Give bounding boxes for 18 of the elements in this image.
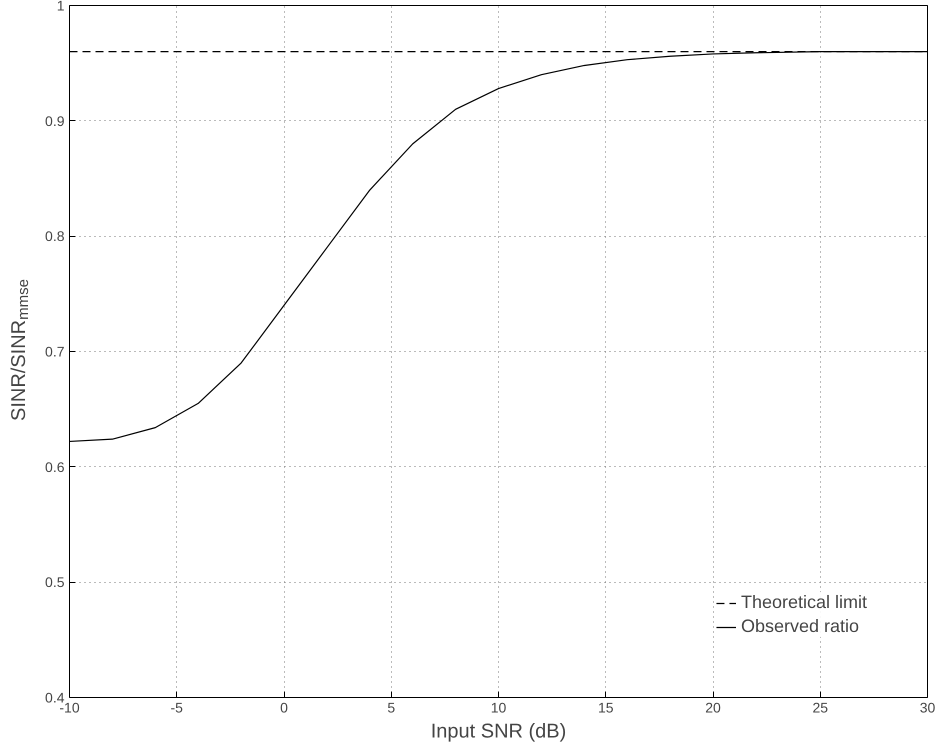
y-tick-label: 0.9 (45, 112, 65, 129)
x-tick-label: 25 (812, 700, 828, 716)
x-tick-label: 10 (490, 700, 506, 716)
legend-label: Observed ratio (740, 616, 860, 637)
legend-label: Theoretical limit (740, 592, 867, 613)
y-tick-label: 0.8 (45, 228, 65, 244)
x-tick-label: -5 (170, 700, 184, 716)
x-axis-title: Input SNR (dB) (430, 720, 566, 742)
y-tick-label: 1 (56, 0, 65, 14)
y-tick-label: 0.4 (45, 690, 65, 706)
y-tick-label: 0.7 (45, 344, 65, 360)
y-tick-label: 0.5 (45, 574, 65, 590)
x-tick-label: 0 (280, 700, 288, 716)
x-tick-label: 20 (705, 700, 721, 716)
y-tick-label: 0.6 (45, 458, 65, 475)
x-tick-label: 30 (920, 700, 936, 716)
x-tick-label: 15 (598, 700, 614, 716)
x-tick-label: 5 (387, 700, 396, 716)
